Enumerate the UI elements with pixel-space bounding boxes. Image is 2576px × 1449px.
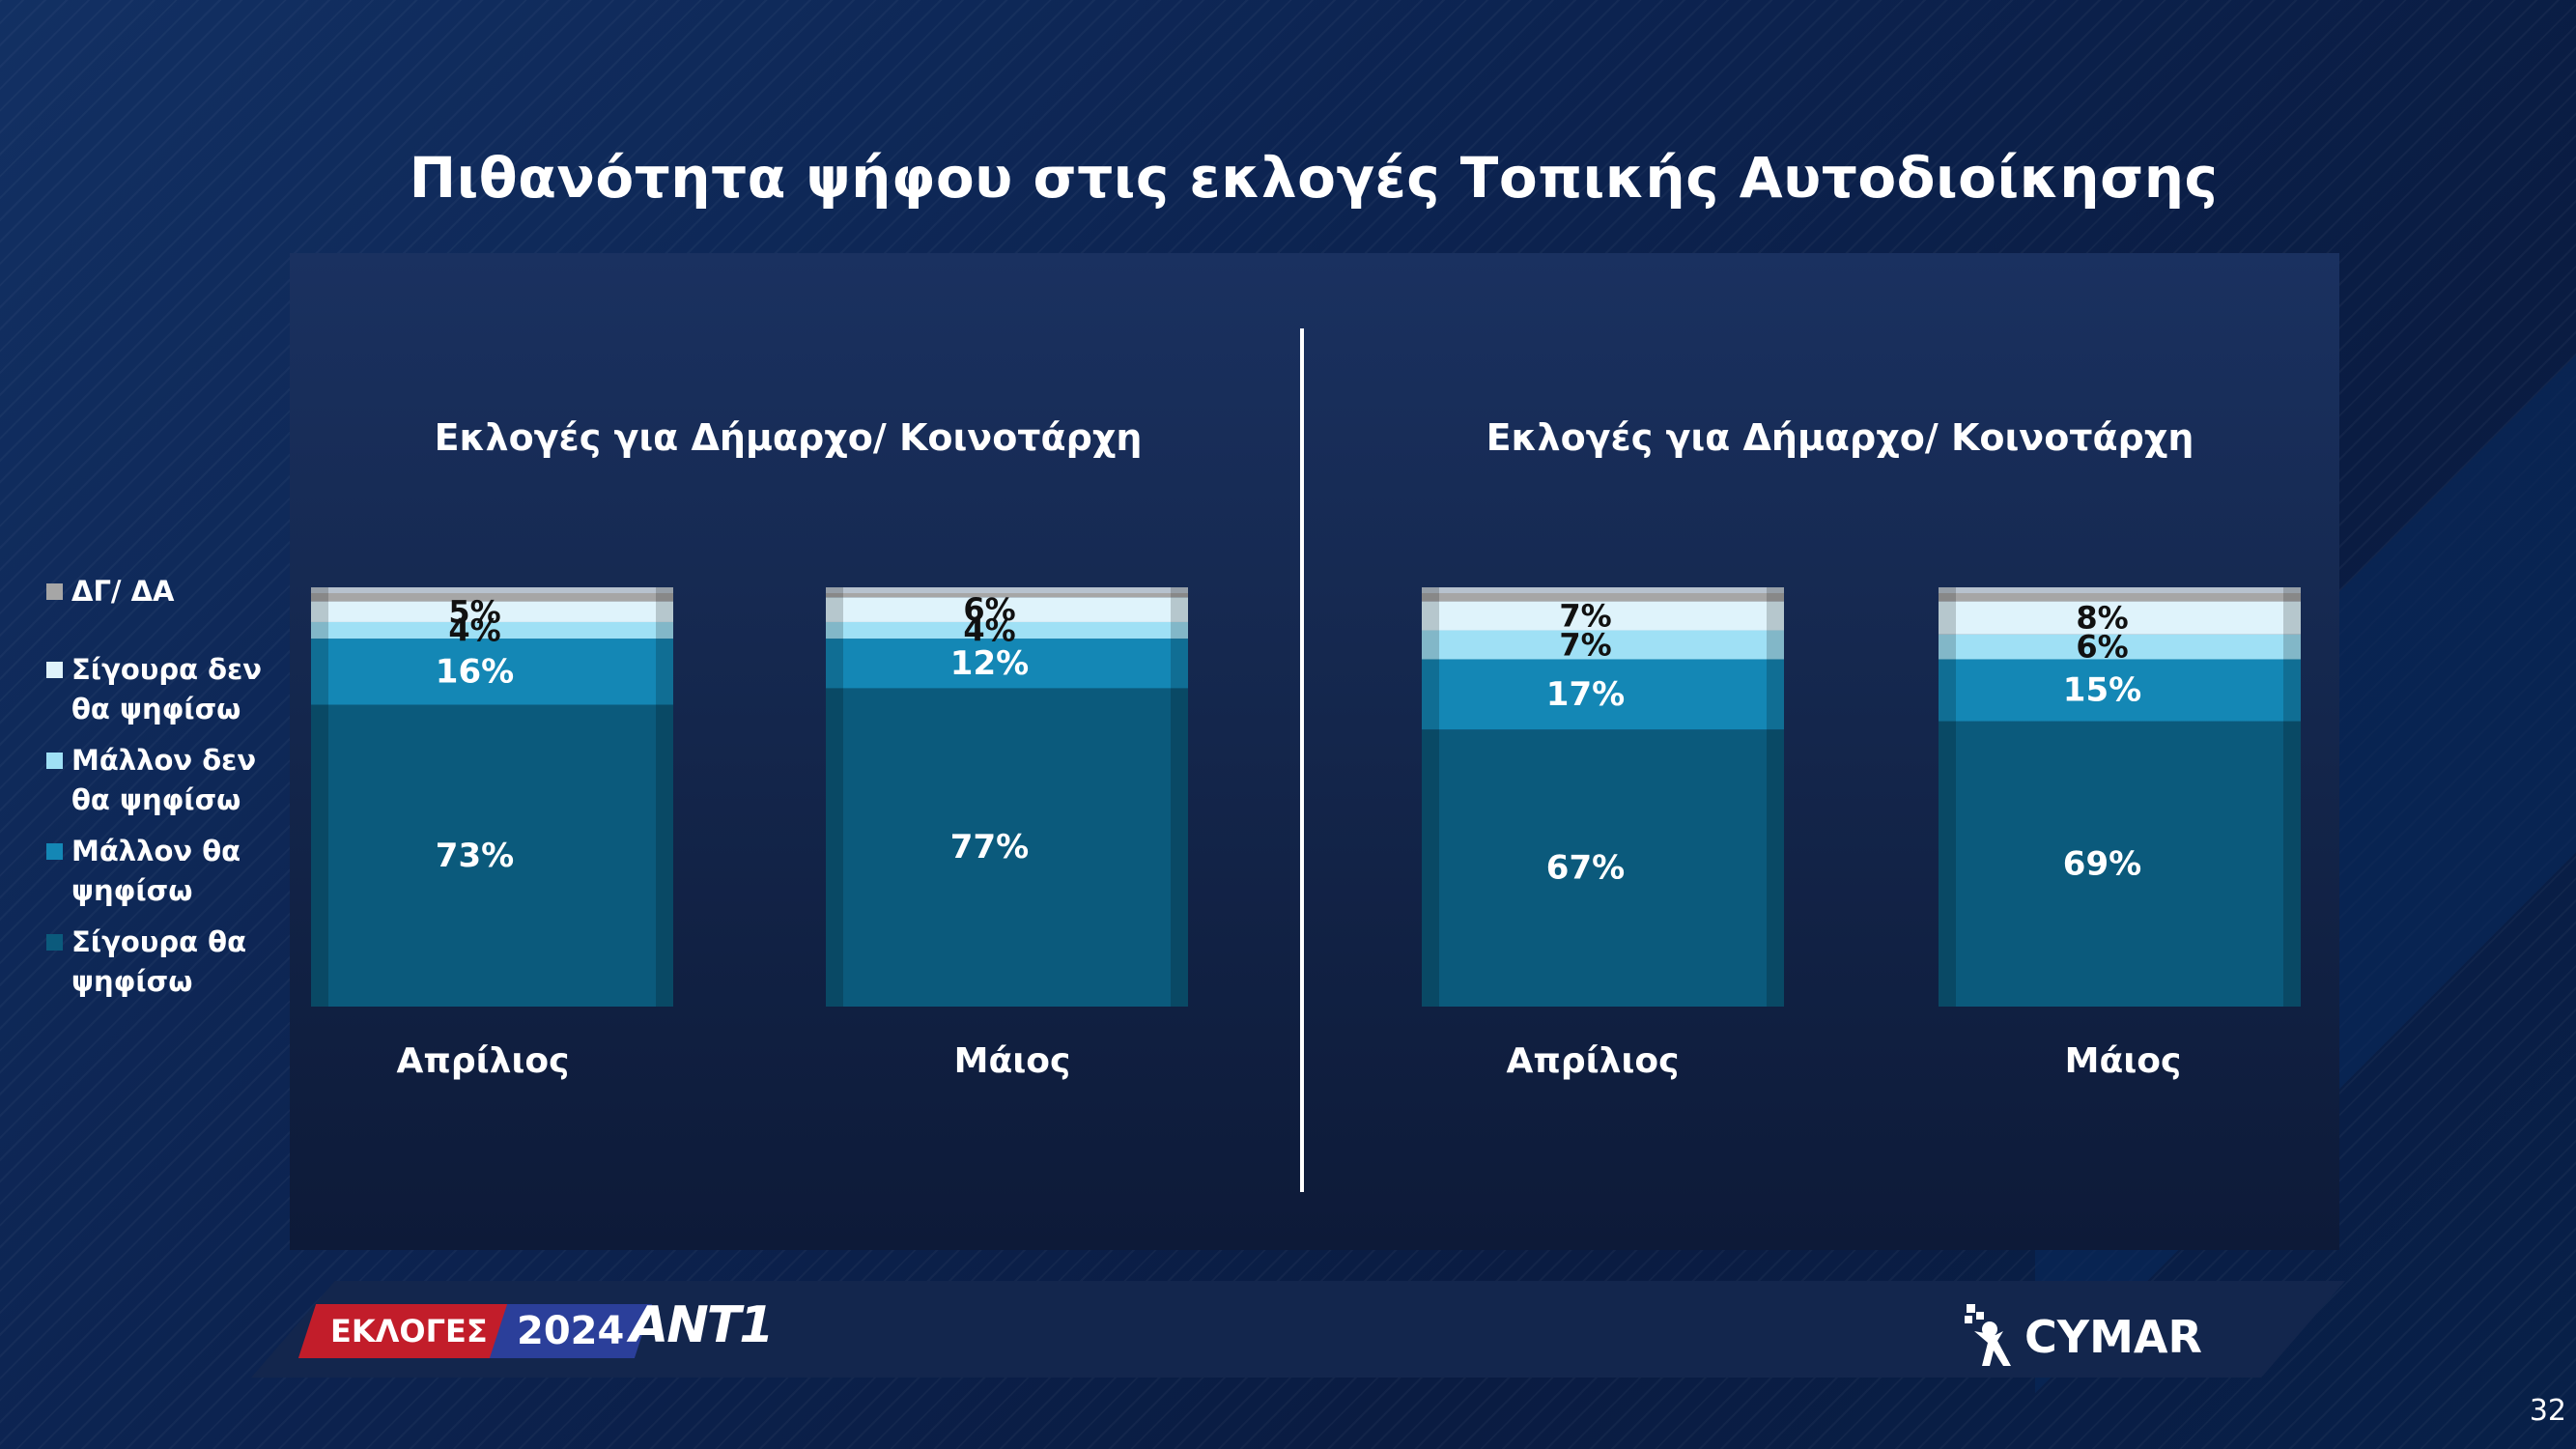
- bar-segment: [311, 593, 673, 602]
- bar-shade: [1767, 587, 1784, 1007]
- bar-segment: [1422, 593, 1784, 602]
- category-label: Μάιος: [2065, 1041, 2182, 1081]
- data-label: 12%: [950, 644, 1029, 683]
- legend-swatch: [46, 753, 63, 769]
- bar-segment: [1939, 593, 2301, 602]
- year-logo: 2024: [489, 1304, 653, 1358]
- chart-panel: Εκλογές για Δήμαρχο/ Κοινοτάρχη 73% 16% 4% 5…: [290, 253, 2339, 1250]
- bar-segment: [826, 639, 1188, 689]
- data-label: 16%: [436, 652, 514, 691]
- data-label: 8%: [2076, 600, 2128, 637]
- bar-segment: [826, 621, 1188, 639]
- bar-segment: [1422, 729, 1784, 1007]
- data-label: 67%: [1546, 849, 1625, 888]
- legend-label: Σίγουρα δεν θα ψηφίσω: [71, 653, 262, 725]
- legend-swatch: [46, 583, 63, 600]
- bar-shade: [826, 587, 843, 1007]
- legend-label: Μάλλον θα ψηφίσω: [71, 835, 241, 907]
- data-label: 4%: [448, 612, 500, 649]
- legend-swatch: [46, 662, 63, 678]
- category-label: Μάιος: [954, 1041, 1071, 1081]
- bar-segment: [1422, 659, 1784, 730]
- data-label: 77%: [950, 828, 1029, 867]
- bar-segment: [1939, 659, 2301, 722]
- legend-item-mallon-tha: Μάλλον θα ψηφίσω: [46, 832, 278, 911]
- legend-swatch: [46, 843, 63, 860]
- bar-segment: [826, 597, 1188, 622]
- page-title: Πιθανότητα ψήφου στις εκλογές Τοπικής Αυ…: [409, 145, 2219, 211]
- bar-shade: [2283, 587, 2301, 1007]
- bar-cap: [311, 587, 673, 593]
- bar-segment: [826, 688, 1188, 1007]
- cymar-logo: CYMAR: [1961, 1298, 2202, 1376]
- bar-segment: [311, 621, 673, 639]
- charts-svg: Εκλογές για Δήμαρχο/ Κοινοτάρχη73%16%4%5…: [311, 328, 2301, 1192]
- data-label: 4%: [963, 612, 1015, 649]
- bar-cap: [1422, 587, 1784, 593]
- data-label: 7%: [1559, 627, 1611, 664]
- bar-segment: [1939, 601, 2301, 635]
- data-label: 6%: [2076, 629, 2128, 666]
- legend-label: Μάλλον δεν θα ψηφίσω: [71, 744, 257, 816]
- category-label: Απρίλιος: [1506, 1041, 1679, 1081]
- legend-item-mallon-den: Μάλλον δεν θα ψηφίσω: [46, 741, 278, 820]
- cymar-logo-text: CYMAR: [2024, 1311, 2202, 1363]
- data-label: 17%: [1546, 675, 1625, 714]
- data-label: 73%: [436, 837, 514, 875]
- legend-label: Σίγουρα θα ψηφίσω: [71, 925, 246, 998]
- bar-segment: [311, 601, 673, 622]
- bar-segment: [1939, 721, 2301, 1007]
- category-label: Απρίλιος: [396, 1041, 569, 1081]
- legend-item-sigoura-tha: Σίγουρα θα ψηφίσω: [46, 923, 278, 1002]
- data-label: 6%: [963, 591, 1015, 628]
- bar-segment: [311, 704, 673, 1007]
- ant1-logo: ANT1: [630, 1296, 774, 1354]
- data-label: 5%: [448, 593, 500, 630]
- cymar-figure-icon: [1965, 1304, 2011, 1366]
- legend-label: ΔΓ/ ΔΑ: [71, 575, 175, 608]
- legend-swatch: [46, 934, 63, 951]
- chart-title: Εκλογές για Δήμαρχο/ Κοινοτάρχη: [1486, 416, 2194, 459]
- data-label: 15%: [2063, 671, 2141, 710]
- bar-shade: [1422, 587, 1439, 1007]
- data-label: 7%: [1559, 598, 1611, 635]
- legend-item-dg-da: ΔΓ/ ΔΑ: [46, 572, 278, 611]
- ekloges-logo-text: ΕΚΛΟΓΕΣ: [329, 1313, 488, 1350]
- bar-segment: [1422, 630, 1784, 660]
- legend-item-sigoura-den: Σίγουρα δεν θα ψηφίσω: [46, 650, 278, 729]
- bar-shade: [1171, 587, 1188, 1007]
- bar-segment: [311, 639, 673, 705]
- chart-title: Εκλογές για Δήμαρχο/ Κοινοτάρχη: [435, 416, 1143, 459]
- bar-shade: [1939, 587, 1956, 1007]
- bar-segment: [1939, 634, 2301, 660]
- legend: ΔΓ/ ΔΑ Σίγουρα δεν θα ψηφίσω Μάλλον δεν …: [46, 572, 278, 1013]
- bar-shade: [311, 587, 328, 1007]
- ekloges-logo: ΕΚΛΟΓΕΣ: [297, 1304, 520, 1358]
- bar-shade: [656, 587, 673, 1007]
- data-label: 69%: [2063, 844, 2141, 883]
- page-number: 32: [2529, 1394, 2566, 1428]
- bar-segment: [1422, 601, 1784, 631]
- bar-cap: [826, 587, 1188, 593]
- bar-cap: [1939, 587, 2301, 593]
- bar-segment: [826, 593, 1188, 598]
- year-logo-text: 2024: [517, 1309, 625, 1353]
